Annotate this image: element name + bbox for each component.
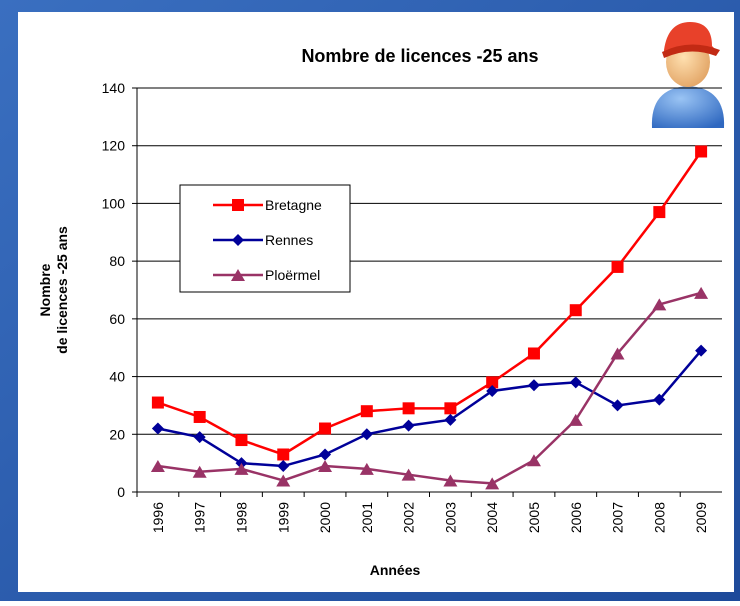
x-tick-label: 1996 bbox=[150, 502, 166, 533]
marker bbox=[611, 260, 624, 273]
legend-label: Rennes bbox=[265, 232, 313, 248]
marker bbox=[151, 396, 164, 409]
x-tick-label: 2004 bbox=[484, 502, 500, 533]
legend-label: Ploërmel bbox=[265, 267, 320, 283]
marker bbox=[193, 410, 206, 423]
y-tick-label: 60 bbox=[109, 311, 125, 327]
marker bbox=[444, 402, 457, 415]
marker bbox=[653, 206, 666, 219]
marker bbox=[486, 385, 499, 397]
y-tick-label: 140 bbox=[102, 80, 126, 96]
marker bbox=[527, 379, 540, 392]
marker bbox=[568, 413, 583, 426]
y-tick-label: 20 bbox=[109, 426, 125, 442]
x-tick-label: 2005 bbox=[526, 502, 542, 533]
line bbox=[157, 291, 702, 485]
y-axis-label: de licences -25 ans bbox=[54, 226, 70, 354]
marker bbox=[569, 376, 582, 389]
legend-marker bbox=[232, 199, 244, 211]
marker bbox=[277, 460, 290, 473]
legend-marker bbox=[232, 234, 244, 246]
chart-panel bbox=[18, 12, 734, 592]
x-tick-label: 2003 bbox=[442, 502, 458, 533]
marker bbox=[234, 462, 249, 475]
marker bbox=[652, 298, 667, 311]
marker bbox=[569, 304, 582, 317]
marker bbox=[526, 454, 541, 467]
line bbox=[157, 150, 703, 456]
marker bbox=[695, 344, 708, 357]
legend-marker bbox=[231, 269, 245, 281]
marker bbox=[360, 405, 373, 418]
marker bbox=[402, 402, 415, 415]
marker bbox=[150, 460, 165, 473]
marker bbox=[277, 448, 290, 461]
y-tick-label: 80 bbox=[109, 253, 125, 269]
marker bbox=[485, 477, 500, 490]
marker bbox=[319, 422, 332, 435]
legend-box bbox=[179, 184, 351, 293]
marker bbox=[610, 347, 625, 360]
marker bbox=[486, 376, 499, 389]
marker bbox=[653, 393, 666, 406]
x-tick-label: 1998 bbox=[233, 502, 249, 533]
marker bbox=[402, 419, 415, 432]
marker bbox=[611, 399, 624, 412]
marker bbox=[359, 462, 374, 475]
marker bbox=[193, 431, 206, 444]
marker bbox=[527, 347, 540, 360]
marker bbox=[318, 460, 333, 473]
y-tick-label: 40 bbox=[109, 369, 125, 385]
x-tick-label: 2000 bbox=[317, 502, 333, 533]
marker bbox=[192, 465, 207, 478]
y-tick-label: 100 bbox=[102, 195, 126, 211]
x-tick-label: 2009 bbox=[693, 502, 709, 533]
y-tick-label: 120 bbox=[102, 138, 126, 154]
marker bbox=[694, 286, 709, 299]
x-axis-label: Années bbox=[370, 562, 421, 578]
marker bbox=[443, 474, 458, 487]
marker bbox=[151, 422, 164, 435]
marker bbox=[360, 428, 373, 441]
marker bbox=[695, 145, 708, 158]
user-icon bbox=[651, 22, 725, 128]
chart-title: Nombre de licences -25 ans bbox=[301, 46, 538, 66]
marker bbox=[235, 434, 248, 447]
x-tick-label: 2001 bbox=[359, 502, 375, 533]
marker bbox=[444, 413, 457, 426]
x-tick-label: 1997 bbox=[192, 502, 208, 533]
x-tick-label: 2008 bbox=[651, 502, 667, 533]
marker bbox=[319, 448, 332, 461]
y-tick-label: 0 bbox=[117, 484, 125, 500]
marker bbox=[401, 468, 416, 481]
marker bbox=[276, 474, 291, 487]
x-tick-label: 2007 bbox=[610, 502, 626, 533]
x-tick-label: 1999 bbox=[275, 502, 291, 533]
x-tick-label: 2006 bbox=[568, 502, 584, 533]
line bbox=[157, 349, 703, 468]
y-axis-label: Nombre bbox=[37, 263, 53, 316]
x-tick-label: 2002 bbox=[401, 502, 417, 533]
legend-label: Bretagne bbox=[265, 197, 322, 213]
